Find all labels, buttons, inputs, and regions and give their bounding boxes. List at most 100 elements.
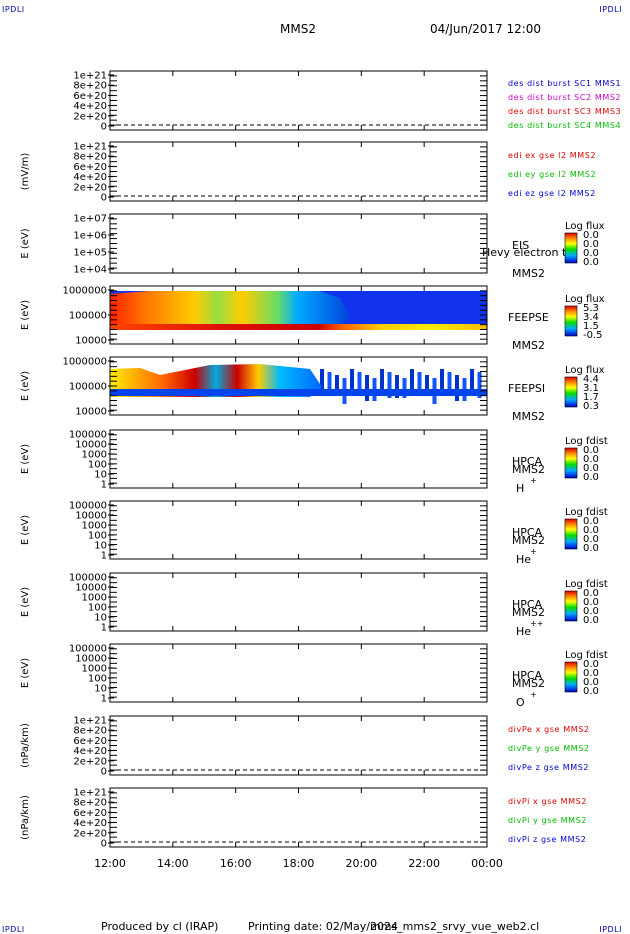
- x-tick-label: 14:00: [157, 857, 189, 870]
- x-tick-label: 20:00: [345, 857, 377, 870]
- spectrogram-pixel-column: [357, 372, 362, 392]
- y-tick-label: 100000: [69, 311, 107, 322]
- panel-p3: 1e+07 1e+06 1e+05 1e+04 E (eV) EIS MMS2 Hevy el…: [20, 213, 605, 280]
- colorbar-title: Log fdist: [565, 650, 608, 661]
- y-axis-label: E (eV): [20, 658, 31, 688]
- y-tick-label: 100: [88, 674, 107, 685]
- y-tick-label: 4e+20: [73, 101, 107, 112]
- colorbar-value: 0.0: [583, 686, 599, 697]
- y-tick-label: 10000: [75, 511, 107, 522]
- colorbar: [564, 661, 578, 693]
- spectrogram-pixel-column: [455, 375, 459, 401]
- colorbar-value: 0.0: [583, 597, 599, 608]
- plot-datetime: 04/Jun/2017 12:00: [430, 22, 542, 36]
- colorbar-value: 0.0: [583, 445, 599, 456]
- colorbar-title: Log flux: [565, 365, 605, 376]
- colorbar-value: 0.0: [583, 248, 599, 259]
- footer-printing-date: Printing date: 02/May/2024: [248, 920, 398, 933]
- spectrogram-pixel-column: [395, 375, 399, 398]
- legend-entry: divPe y gse MMS2: [508, 744, 590, 753]
- y-tick-label: 2e+20: [73, 182, 107, 193]
- colorbar-value: 0.0: [583, 534, 599, 545]
- x-tick-label: 16:00: [220, 857, 252, 870]
- y-tick-label: 10000: [75, 583, 107, 594]
- y-tick-label: 8e+20: [73, 152, 107, 163]
- y-tick-label: 100000: [69, 501, 107, 512]
- y-tick-label: 100: [88, 531, 107, 542]
- legend-entry: des dist burst SC3 MMS3: [508, 107, 621, 116]
- y-tick-label: 10000: [75, 407, 107, 418]
- probe-label: MMS2: [512, 267, 545, 280]
- charge-label: ++: [530, 619, 543, 628]
- y-tick-label: 100000: [69, 573, 107, 584]
- probe-label: MMS2: [512, 463, 545, 476]
- colorbar-title: Log fdist: [565, 507, 608, 518]
- colorbar: [564, 518, 578, 550]
- y-tick-label: 6e+20: [73, 91, 107, 102]
- species-label: He: [516, 625, 531, 638]
- y-tick-label: 2e+20: [73, 111, 107, 122]
- panel-p5: 1000000 100000 10000 E (eV) FEEPSI MMS2 Log fl…: [20, 356, 605, 423]
- spectrogram-low-energy-band: [110, 324, 487, 330]
- y-axis-label: E (eV): [20, 371, 31, 401]
- y-tick-label: 2e+20: [73, 756, 107, 767]
- charge-label: +: [530, 547, 537, 556]
- spectrogram-pixel-column: [350, 369, 354, 392]
- legend-entry: des dist burst SC4 MMS4: [508, 121, 621, 130]
- y-tick-label: 8e+20: [73, 726, 107, 737]
- y-tick-label: 1e+21: [73, 716, 107, 727]
- y-axis-label: E (eV): [20, 228, 31, 258]
- colorbar: [564, 447, 578, 479]
- colorbar-value: 3.1: [583, 383, 599, 394]
- spectrogram-pixel-column: [425, 375, 429, 395]
- spectrogram-pixel-column: [477, 372, 482, 398]
- legend-entry: edi ex gse l2 MMS2: [508, 151, 596, 160]
- colorbar: [564, 232, 578, 264]
- spectrogram-pixel-column: [387, 372, 392, 398]
- species-label: H: [516, 482, 524, 495]
- y-tick-label: 1e+21: [73, 788, 107, 799]
- y-tick-label: 1: [101, 694, 107, 705]
- colorbar: [564, 590, 578, 622]
- y-tick-label: 100000: [69, 430, 107, 441]
- legend-entry: des dist burst SC2 MMS2: [508, 93, 621, 102]
- legend-entry: divPi z gse MMS2: [508, 835, 586, 844]
- colorbar-title: Log fdist: [565, 579, 608, 590]
- y-tick-label: 1e+04: [73, 265, 107, 276]
- instrument-label: HPCA: [512, 598, 543, 611]
- colorbar-value: 5.3: [583, 303, 599, 314]
- panel-frame: [109, 429, 488, 489]
- colorbar-value: 0.0: [583, 454, 599, 465]
- colorbar-title: Log flux: [565, 221, 605, 232]
- probe-label: MMS2: [512, 534, 545, 547]
- legend-entry: divPe x gse MMS2: [508, 725, 590, 734]
- spectrogram-pixel-column: [447, 372, 452, 392]
- y-tick-label: 6e+20: [73, 736, 107, 747]
- instrument-label: HPCA: [512, 455, 543, 468]
- panel-frame: [109, 70, 488, 131]
- colorbar-title: Log fdist: [565, 436, 608, 447]
- legend-entry: divPi x gse MMS2: [508, 797, 587, 806]
- y-tick-label: 0: [101, 193, 107, 204]
- instrument-label: FEEPSE: [508, 311, 549, 324]
- y-tick-label: 4e+20: [73, 746, 107, 757]
- panel-frame: [109, 141, 488, 202]
- panel-frame: [109, 715, 488, 776]
- colorbar: [564, 376, 578, 408]
- panel-frame: [109, 572, 488, 632]
- y-tick-label: 1000: [82, 593, 107, 604]
- y-tick-label: 1e+21: [73, 71, 107, 82]
- y-tick-label: 0: [101, 122, 107, 133]
- species-label: O: [516, 696, 525, 709]
- species-label: He: [516, 553, 531, 566]
- probe-label: MMS2: [512, 410, 545, 423]
- colorbar: [564, 305, 578, 337]
- y-tick-label: 1e+21: [73, 142, 107, 153]
- spectrogram-pixel-column: [380, 369, 384, 389]
- y-tick-label: 1: [101, 623, 107, 634]
- y-axis-label: E (eV): [20, 587, 31, 617]
